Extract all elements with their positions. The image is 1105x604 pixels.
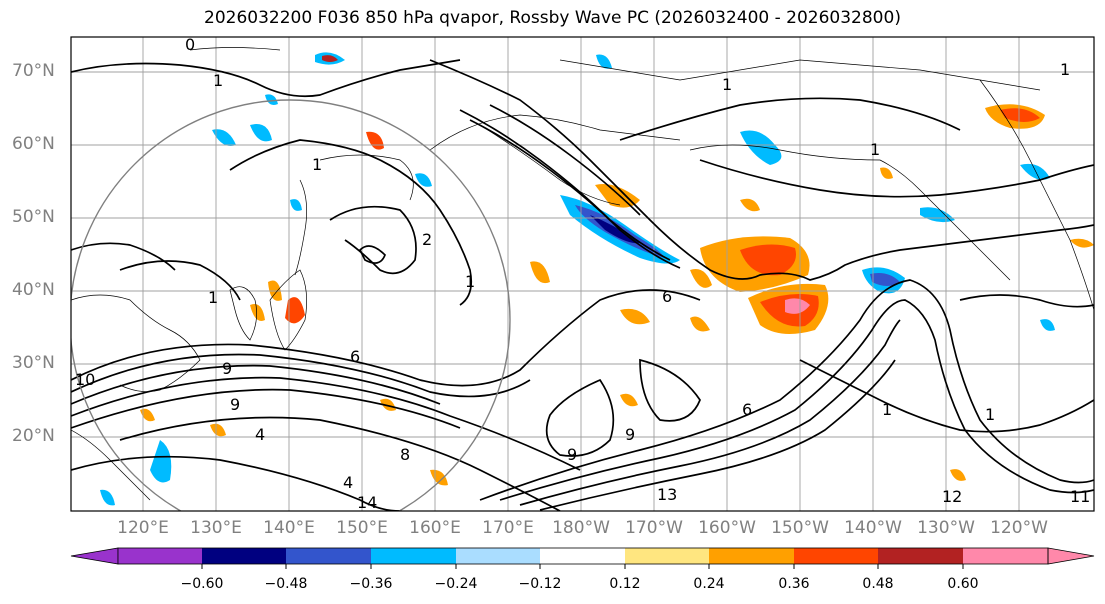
colorbar-segment — [371, 548, 456, 564]
contour-label: 9 — [222, 359, 232, 378]
contour-label: 10 — [75, 370, 95, 389]
longitude-label: 120°E — [117, 518, 169, 538]
contour-label: 1 — [208, 288, 218, 307]
graticule — [71, 37, 1094, 511]
contour-label: 1 — [985, 405, 995, 424]
contour-label: 0 — [185, 35, 195, 54]
colorbar-segment — [118, 548, 202, 564]
contour-label: 1 — [465, 272, 475, 291]
contour-label: 2 — [422, 230, 432, 249]
latitude-label: 30°N — [12, 353, 55, 373]
contour-label: 11 — [1070, 487, 1090, 506]
contour-label: 14 — [357, 493, 377, 512]
colorbar-segment — [286, 548, 371, 564]
colorbar-tick-label: 0.12 — [609, 576, 641, 592]
longitude-label: 170°W — [625, 518, 683, 538]
contour-label: 4 — [255, 425, 265, 444]
contour-label: 6 — [742, 400, 752, 419]
longitude-label: 140°E — [263, 518, 315, 538]
colorbar — [70, 547, 1095, 569]
rossby-wave-circle — [71, 99, 511, 511]
colorbar-extend-low — [70, 547, 119, 565]
colorbar-segment — [709, 548, 794, 564]
colorbar-extend-high — [1047, 547, 1095, 565]
contour-label: 4 — [343, 473, 353, 492]
colorbar-tick-label: −0.36 — [349, 576, 393, 592]
colorbar-tick-label: 0.24 — [693, 576, 725, 592]
map-background — [71, 37, 1094, 511]
colorbar-tick-label: −0.12 — [518, 576, 562, 592]
colorbar-tick-label: −0.60 — [180, 576, 224, 592]
colorbar-tick-label: 0.48 — [862, 576, 894, 592]
colorbar-segment — [794, 548, 878, 564]
colorbar-segment — [540, 548, 625, 564]
contour-label: 1 — [882, 400, 892, 419]
longitude-label: 150°W — [771, 518, 829, 538]
colorbar-tick-label: 0.60 — [947, 576, 979, 592]
contour-label: 1 — [213, 71, 223, 90]
contour-label: 9 — [230, 395, 240, 414]
contour-label: 1 — [312, 155, 322, 174]
latitude-label: 70°N — [12, 61, 55, 81]
longitude-label: 120°W — [990, 518, 1048, 538]
longitude-label: 160°W — [698, 518, 756, 538]
contour-label: 1 — [722, 75, 732, 94]
colorbar-segment — [202, 548, 286, 564]
longitude-label: 150°E — [336, 518, 388, 538]
latitude-label: 50°N — [12, 207, 55, 227]
colorbar-segment — [456, 548, 540, 564]
latitude-label: 40°N — [12, 280, 55, 300]
longitude-label: 180°W — [552, 518, 610, 538]
map-frame — [70, 36, 1095, 512]
longitude-label: 140°W — [844, 518, 902, 538]
colorbar-segment — [963, 548, 1048, 564]
contour-label: 13 — [657, 485, 677, 504]
contour-label: 8 — [400, 445, 410, 464]
contour-label: 12 — [942, 487, 962, 506]
colorbar-tick-label: 0.36 — [778, 576, 810, 592]
qvapor-contours — [71, 59, 1094, 511]
longitude-label: 170°E — [482, 518, 534, 538]
latitude-label: 20°N — [12, 426, 55, 446]
contour-label: 1 — [870, 140, 880, 159]
contour-label: 9 — [625, 425, 635, 444]
longitude-label: 160°E — [409, 518, 461, 538]
colorbar-ticks — [201, 564, 964, 569]
longitude-label: 130°E — [190, 518, 242, 538]
latitude-label: 60°N — [12, 134, 55, 154]
contour-label: 9 — [567, 445, 577, 464]
colorbar-tick-label: −0.24 — [434, 576, 478, 592]
longitude-label: 130°W — [917, 518, 975, 538]
colorbar-frame — [117, 547, 1049, 565]
colorbar-segment — [878, 548, 963, 564]
colorbar-segment — [625, 548, 709, 564]
contour-label: 6 — [350, 347, 360, 366]
contour-label: 1 — [1060, 60, 1070, 79]
contour-label: 6 — [662, 287, 672, 306]
map-title: 2026032200 F036 850 hPa qvapor, Rossby W… — [204, 8, 901, 28]
colorbar-tick-label: −0.48 — [264, 576, 308, 592]
